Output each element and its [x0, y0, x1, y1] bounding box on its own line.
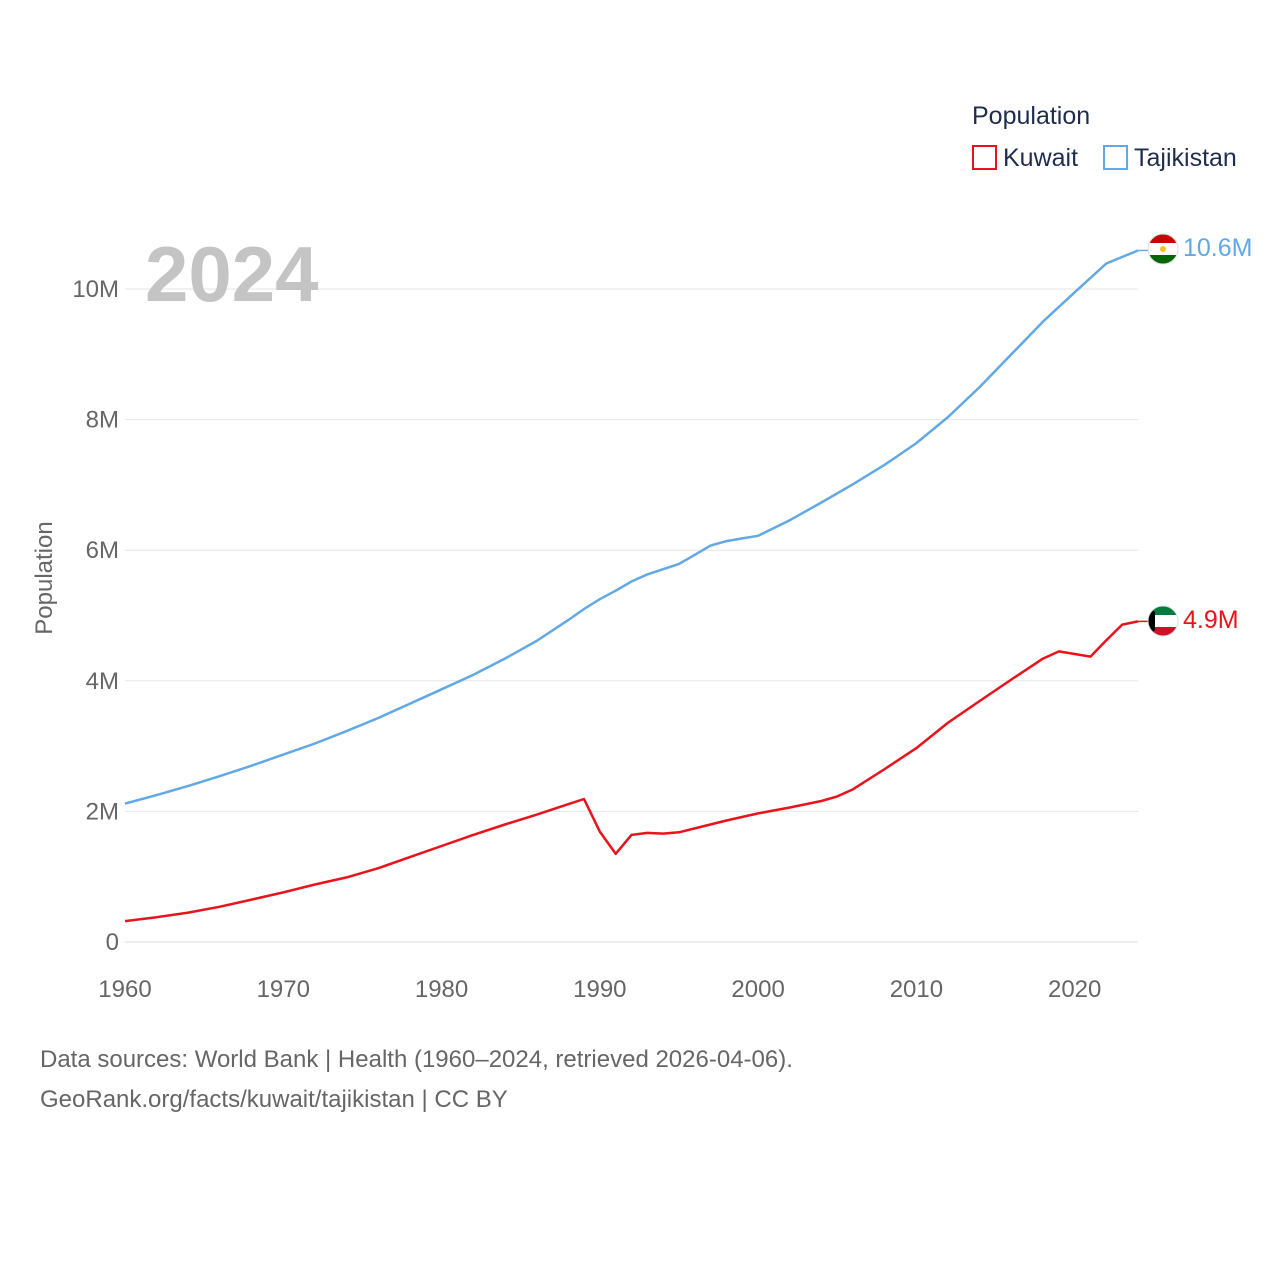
credit-link[interactable]: GeoRank.org/facts/kuwait/tajikistan | CC… [40, 1086, 508, 1113]
y-tick-label: 4M [86, 668, 119, 695]
end-label-kuwait: 4.9M [1183, 606, 1239, 634]
legend-item-tajikistan[interactable]: Tajikistan [1103, 144, 1237, 172]
source-note: Data sources: World Bank | Health (1960–… [40, 1046, 793, 1073]
legend-swatch-kuwait [972, 145, 997, 170]
x-tick-label: 1980 [415, 976, 468, 1003]
legend-label-kuwait: Kuwait [1003, 144, 1078, 172]
legend: Population Kuwait Tajikistan [972, 102, 1237, 172]
series-lines [124, 249, 1150, 923]
legend-title: Population [972, 102, 1090, 130]
legend-item-kuwait[interactable]: Kuwait [972, 144, 1078, 172]
end-label-tajikistan: 10.6M [1183, 234, 1252, 262]
legend-label-tajikistan: Tajikistan [1134, 144, 1237, 172]
x-tick-label: 1960 [98, 976, 151, 1003]
x-tick-label: 1970 [257, 976, 310, 1003]
tajikistan-flag-ring [1147, 233, 1179, 265]
y-axis-ticks: 0 2M 4M 6M 8M 10M [72, 276, 119, 956]
y-tick-label: 6M [86, 537, 119, 564]
legend-swatch-tajikistan [1103, 145, 1128, 170]
y-tick-label: 10M [72, 276, 119, 303]
x-tick-label: 2020 [1048, 976, 1101, 1003]
y-tick-label: 2M [86, 798, 119, 825]
x-tick-label: 1990 [573, 976, 626, 1003]
x-axis-ticks: 1960 1970 1980 1990 2000 2010 2020 [98, 976, 1101, 1003]
y-tick-label: 0 [106, 929, 119, 956]
series-line-tajikistan[interactable] [124, 249, 1139, 805]
x-tick-label: 2010 [890, 976, 943, 1003]
chart-title-year: 2024 [145, 230, 319, 318]
kuwait-flag-ring [1147, 605, 1179, 637]
y-axis-title: Population [31, 521, 58, 634]
tajikistan-flag-icon [1148, 234, 1178, 264]
kuwait-flag-icon [1148, 606, 1178, 636]
y-tick-label: 8M [86, 407, 119, 434]
series-line-kuwait[interactable] [124, 620, 1139, 923]
gridlines [125, 288, 1138, 943]
x-tick-label: 2000 [731, 976, 784, 1003]
